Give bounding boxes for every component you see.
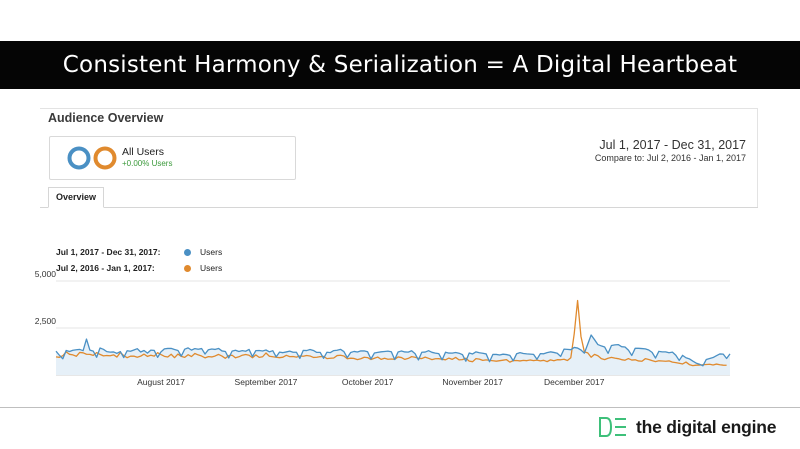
series-current-area: [56, 335, 730, 375]
x-tick-label: August 2017: [137, 377, 185, 387]
x-tick-label: October 2017: [342, 377, 394, 387]
legend-row-current: Jul 1, 2017 - Dec 31, 2017: Users: [56, 244, 222, 260]
slide-title: Consistent Harmony & Serialization = A D…: [62, 52, 738, 78]
slide-title-bar: Consistent Harmony & Serialization = A D…: [0, 41, 800, 89]
report-title: Audience Overview: [48, 111, 164, 125]
segment-name: All Users: [122, 146, 165, 158]
series-compare-line: [55, 299, 727, 367]
segment-donut-icon-current: [67, 146, 91, 170]
tab-row-divider: [40, 207, 758, 208]
x-tick-label: November 2017: [442, 377, 503, 387]
digital-engine-logo-icon: [599, 417, 626, 437]
legend-period-current: Jul 1, 2017 - Dec 31, 2017:: [56, 247, 161, 257]
series-current-line: [55, 334, 731, 367]
legend-metric-compare[interactable]: Users: [200, 263, 223, 273]
segment-card[interactable]: All Users +0.00% Users: [49, 136, 296, 180]
chart-legend: Jul 1, 2017 - Dec 31, 2017: Users Jul 2,…: [56, 244, 222, 276]
legend-row-compare: Jul 2, 2016 - Jan 1, 2017: Users: [56, 260, 222, 276]
company-logo: the digital engine: [598, 416, 776, 438]
y-tick-label: 5,000: [35, 269, 57, 279]
date-range-picker[interactable]: Jul 1, 2017 - Dec 31, 2017 Compare to: J…: [595, 138, 746, 163]
legend-dot-compare: [184, 264, 191, 272]
date-range-compare: Compare to: Jul 2, 2016 - Jan 1, 2017: [594, 153, 746, 163]
footer-divider: [0, 407, 800, 408]
segment-change: +0.00% Users: [122, 159, 173, 168]
segment-donut-icon-compare: [93, 146, 117, 170]
users-line-chart[interactable]: 5,000 2,500 August 2017 September 2017 Octob…: [0, 0, 800, 400]
x-tick-label: September 2017: [235, 377, 298, 387]
company-name: the digital engine: [636, 416, 777, 437]
x-tick-label: December 2017: [544, 377, 605, 387]
legend-period-compare: Jul 2, 2016 - Jan 1, 2017:: [56, 263, 155, 273]
panel-right-border: [757, 108, 758, 208]
audience-overview-panel: Audience Overview All Users +0.00% Users…: [40, 108, 758, 393]
panel-top-border: [40, 108, 758, 109]
y-tick-label: 2,500: [35, 316, 57, 326]
legend-dot-current: [184, 248, 191, 256]
tab-overview[interactable]: Overview: [48, 187, 105, 208]
legend-metric-current[interactable]: Users: [200, 247, 223, 257]
date-range-main: Jul 1, 2017 - Dec 31, 2017: [599, 138, 746, 152]
